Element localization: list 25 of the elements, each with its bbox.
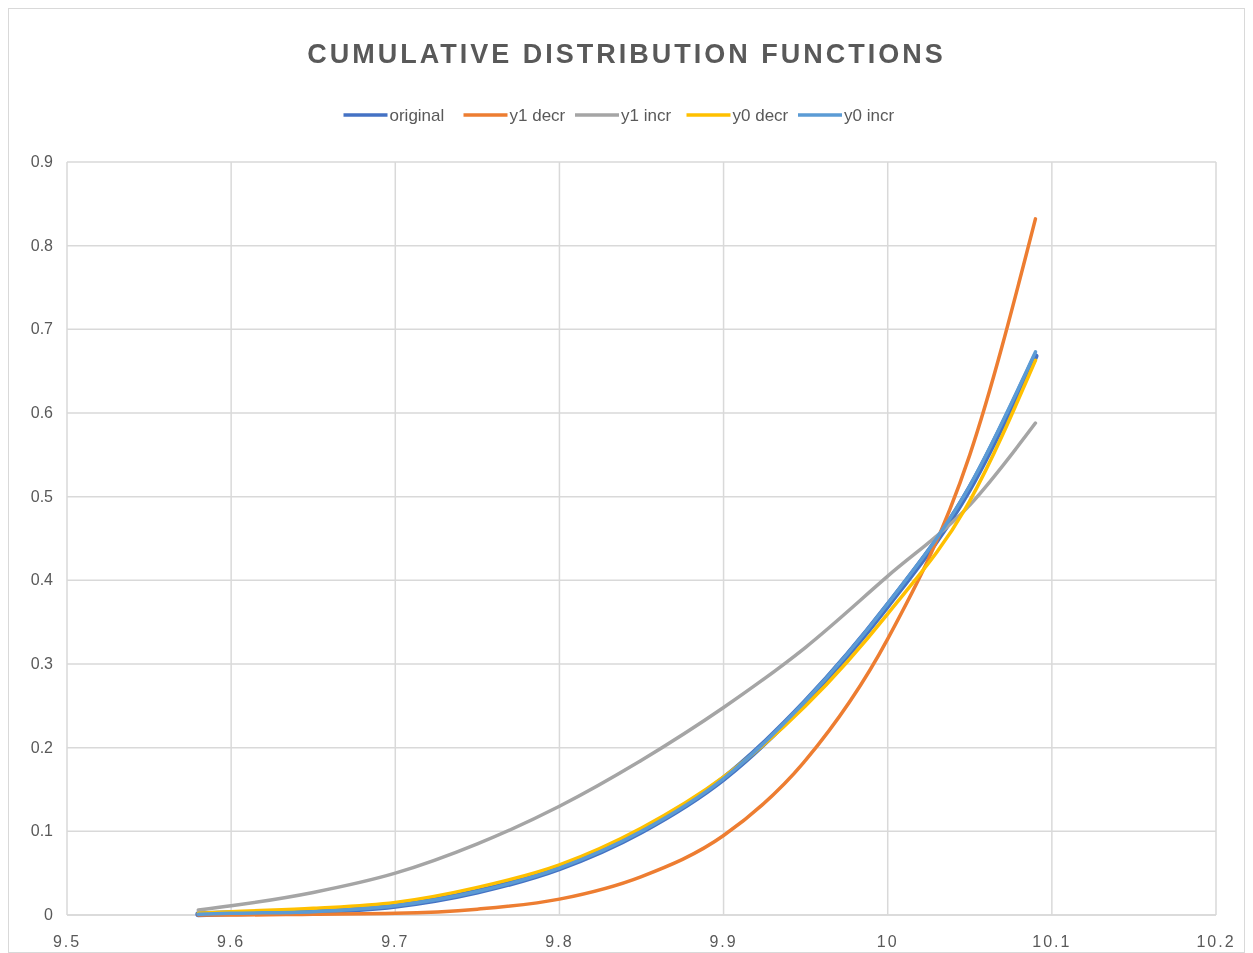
y-tick-label: 0.5 bbox=[30, 487, 54, 505]
x-tick-label: 9.5 bbox=[52, 933, 82, 950]
line-series bbox=[196, 217, 1038, 917]
legend-label: y1 decr bbox=[509, 106, 566, 125]
x-tick-label: 10.1 bbox=[1032, 933, 1072, 950]
x-tick-label: 10.2 bbox=[1196, 933, 1236, 950]
x-tick-label: 9.6 bbox=[217, 933, 246, 950]
legend-label: y1 incr bbox=[621, 106, 672, 125]
y-tick-label: 0.8 bbox=[30, 236, 54, 254]
legend-label: y0 decr bbox=[732, 106, 789, 125]
x-tick-label: 9.9 bbox=[709, 933, 738, 950]
x-tick-label: 10 bbox=[876, 933, 899, 950]
y-tick-label: 0.6 bbox=[30, 404, 54, 421]
chart-title: CUMULATIVE DISTRIBUTION FUNCTIONS bbox=[307, 39, 946, 69]
y-tick-label: 0 bbox=[44, 906, 54, 923]
x-tick-label: 9.7 bbox=[381, 933, 410, 950]
y-tick-label: 0.2 bbox=[30, 738, 54, 756]
x-tick-label: 9.8 bbox=[545, 933, 574, 950]
y-tick-label: 0.4 bbox=[30, 571, 54, 589]
y-tick-label: 0.3 bbox=[30, 655, 54, 672]
legend-label: y0 incr bbox=[844, 106, 895, 125]
legend-label: original bbox=[389, 106, 445, 125]
y-tick-label: 0.7 bbox=[30, 320, 54, 338]
y-tick-label: 0.1 bbox=[30, 822, 54, 840]
y-tick-label: 0.9 bbox=[30, 153, 54, 170]
